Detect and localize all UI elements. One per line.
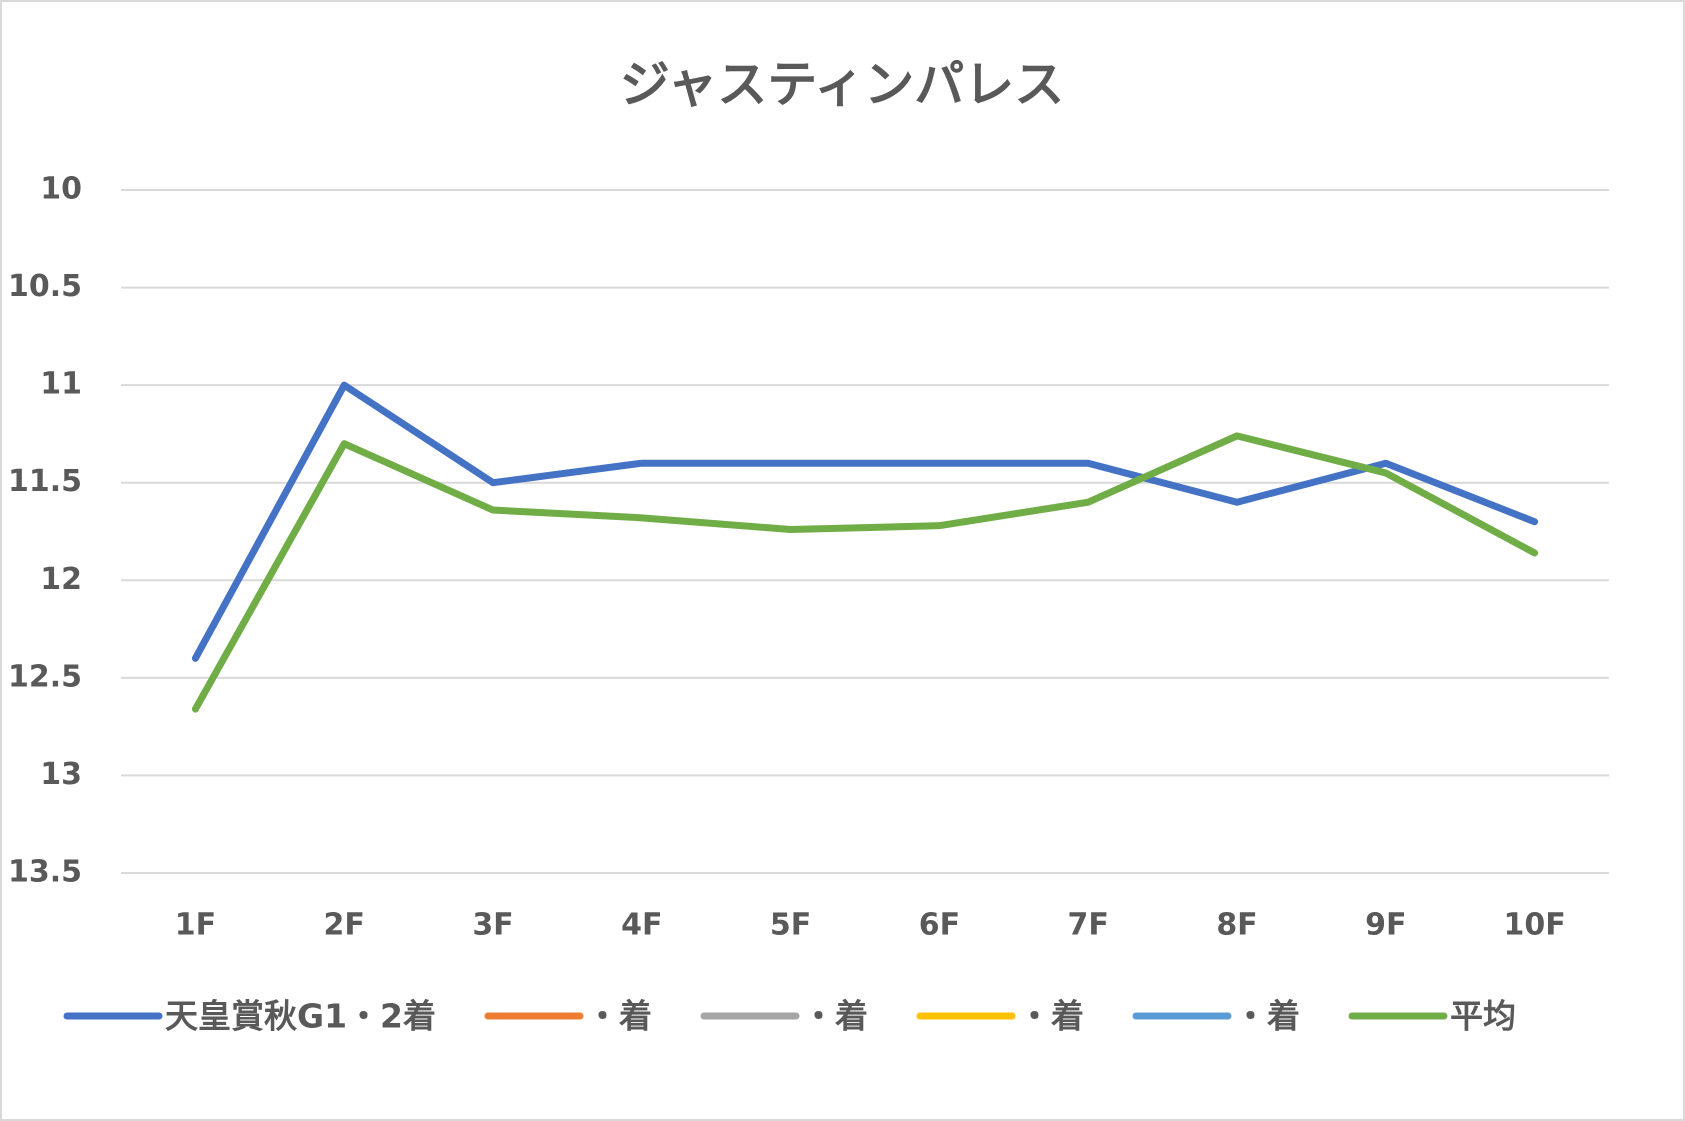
legend-label: 天皇賞秋G1・2着 [165, 997, 436, 1036]
series-line [191, 432, 1539, 713]
y-tick-label: 10 [40, 172, 82, 207]
y-tick-label: 13 [40, 757, 82, 792]
legend-label: 平均 [1450, 997, 1516, 1036]
legend-label: ・着 [802, 997, 868, 1036]
x-tick-label: 4F [621, 908, 662, 943]
x-tick-label: 7F [1068, 908, 1109, 943]
x-tick-label: 3F [472, 908, 513, 943]
y-tick-label: 13.5 [8, 855, 82, 890]
series-line [191, 381, 1539, 662]
chart-title: ジャスティンパレス [620, 56, 1065, 114]
y-tick-label: 12 [40, 562, 82, 597]
y-tick-label: 11 [40, 367, 82, 402]
y-tick-label: 12.5 [8, 659, 82, 694]
legend-label: ・着 [1018, 997, 1084, 1036]
x-tick-label: 6F [919, 908, 960, 943]
y-tick-label: 10.5 [8, 269, 82, 304]
x-tick-label: 1F [175, 908, 216, 943]
x-tick-label: 9F [1365, 908, 1406, 943]
x-tick-label: 2F [324, 908, 365, 943]
legend-label: ・着 [1234, 997, 1300, 1036]
x-tick-label: 10F [1503, 908, 1565, 943]
y-tick-label: 11.5 [8, 464, 82, 499]
x-tick-label: 5F [770, 908, 811, 943]
legend-label: ・着 [586, 997, 652, 1036]
x-tick-label: 8F [1216, 908, 1257, 943]
